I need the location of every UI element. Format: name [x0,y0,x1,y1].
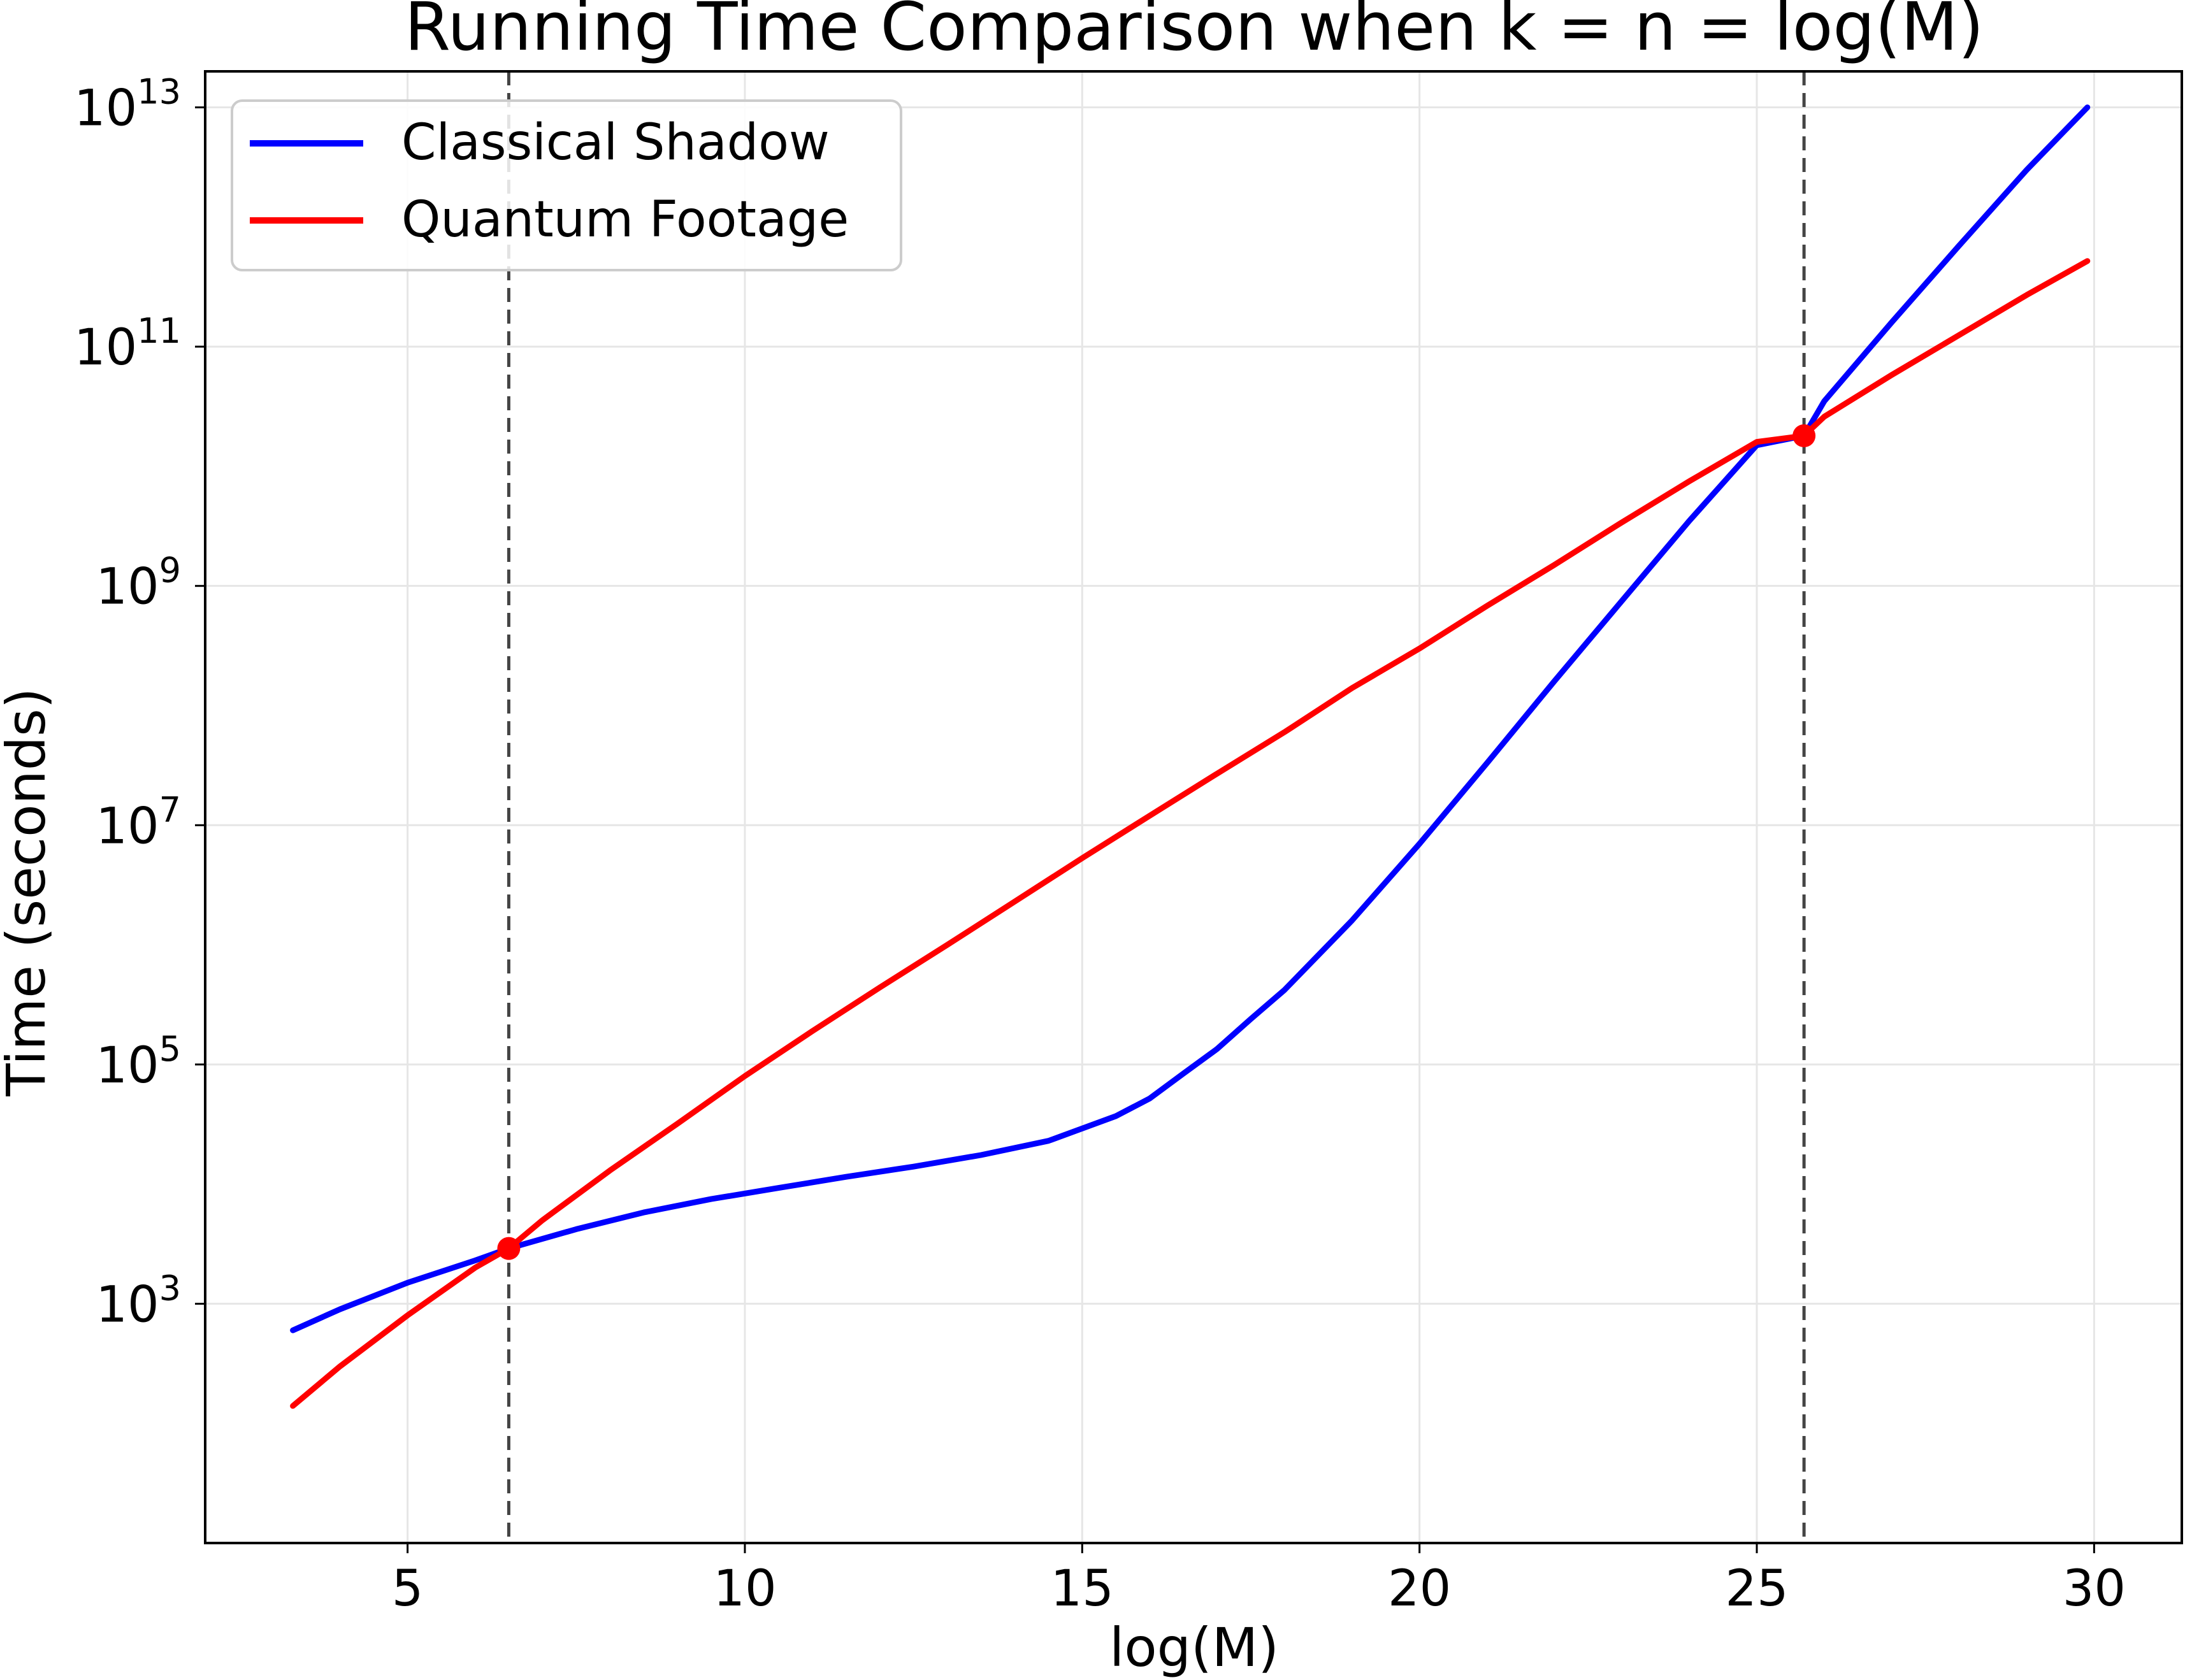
y-tick-exponent: 3 [159,1268,181,1308]
x-tick-label: 25 [1725,1560,1788,1618]
y-tick-base: 10 [74,319,137,377]
intersection-point [1792,424,1816,447]
y-tick-label: 109 [96,550,181,616]
y-tick-base: 10 [96,559,159,616]
x-axis-label: log(M) [1109,1616,1279,1679]
plot-frame [204,70,2183,1544]
series-line-classical-shadow [290,104,2091,1333]
y-axis-label: Time (seconds) [0,687,57,1096]
reference-lines [507,71,1806,1543]
legend-box [231,99,902,271]
y-tick-base: 10 [96,1276,159,1333]
y-tick-base: 10 [96,798,159,855]
x-tick-label: 10 [713,1560,776,1618]
chart-title: Running Time Comparison when k = n = log… [405,0,1984,66]
intersection-point [497,1237,521,1260]
x-tick-label: 30 [2063,1560,2126,1618]
y-tick-exponent: 11 [137,311,181,351]
y-tick-label: 103 [96,1268,181,1333]
y-tick-exponent: 9 [159,550,181,591]
intersection-points [497,424,1816,1260]
y-tick-label: 1011 [74,311,181,377]
legend-label-quantum-footage: Quantum Footage [401,191,849,248]
y-tick-label: 107 [96,789,181,855]
x-axis-ticks: 5 10 15 20 25 30 [392,1543,2126,1618]
x-tick-label: 15 [1051,1560,1114,1618]
y-tick-exponent: 5 [159,1029,181,1069]
data-series [290,104,2091,1409]
y-tick-label: 105 [96,1029,181,1095]
y-tick-base: 10 [74,80,137,138]
y-tick-base: 10 [96,1037,159,1095]
x-tick-label: 5 [392,1560,424,1618]
grid-lines [205,71,2182,1543]
y-tick-exponent: 13 [137,72,181,112]
legend-label-classical-shadow: Classical Shadow [401,114,830,171]
y-tick-exponent: 7 [159,789,181,829]
y-tick-label: 1013 [74,72,181,138]
x-tick-label: 20 [1388,1560,1451,1618]
legend: Classical Shadow Quantum Footage [231,99,902,271]
